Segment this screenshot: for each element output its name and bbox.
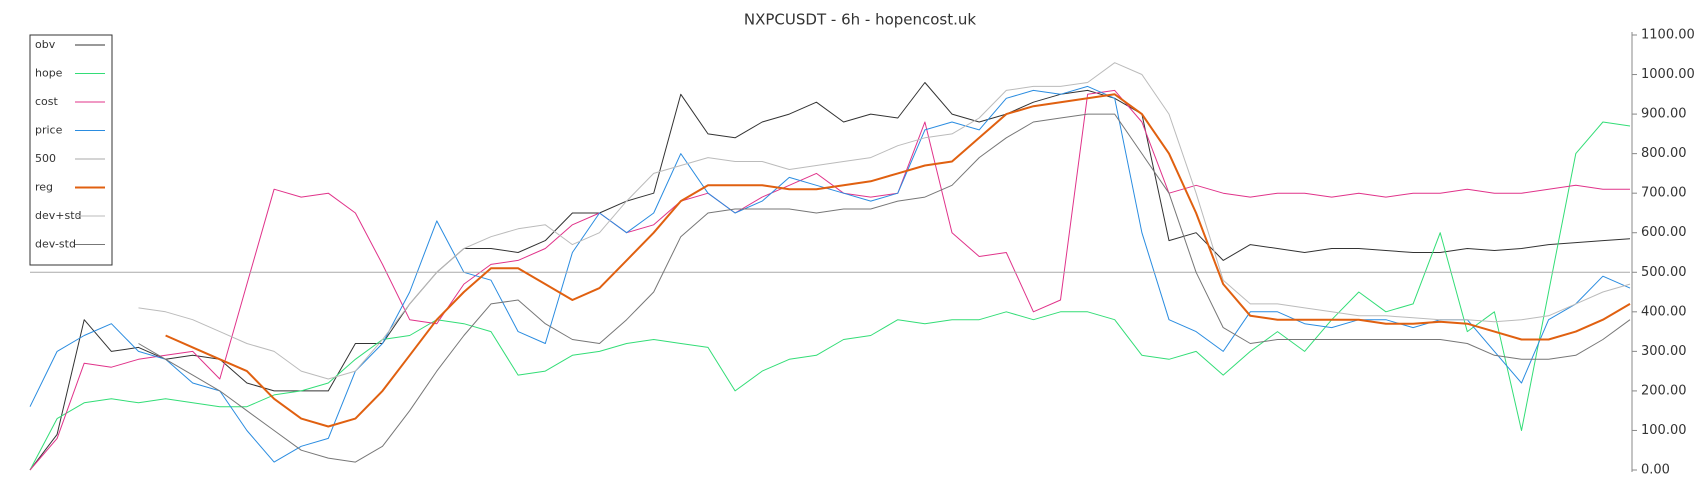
series-line: [29, 121, 1631, 471]
y-tick-label: 900.00: [1641, 107, 1687, 122]
y-tick-label: 600.00: [1641, 225, 1687, 240]
legend-label: reg: [35, 181, 53, 194]
chart-title: NXPCUSDT - 6h - hopencost.uk: [744, 11, 977, 29]
series-line: [138, 113, 1631, 463]
y-tick-label: 800.00: [1641, 146, 1687, 161]
legend-label: dev-std: [35, 238, 76, 251]
y-tick-label: 100.00: [1641, 423, 1687, 438]
legend-label: 500: [35, 152, 56, 165]
legend-label: cost: [35, 95, 59, 108]
legend-label: hope: [35, 67, 63, 80]
y-tick-label: 400.00: [1641, 304, 1687, 319]
y-tick-label: 1000.00: [1641, 67, 1695, 82]
y-tick-label: 200.00: [1641, 383, 1687, 398]
y-tick-label: 1100.00: [1641, 28, 1695, 43]
y-tick-label: 700.00: [1641, 186, 1687, 201]
legend-label: price: [35, 124, 63, 137]
series-line: [29, 82, 1631, 471]
legend-label: obv: [35, 38, 56, 51]
legend-label: dev+std: [35, 209, 82, 222]
series-line: [29, 89, 1630, 471]
series-line: [138, 62, 1631, 380]
y-tick-label: 500.00: [1641, 265, 1687, 280]
y-tick-label: 0.00: [1641, 463, 1670, 478]
legend: obv hope cost price 500 reg dev+std dev-std: [29, 34, 113, 266]
y-tick-label: 300.00: [1641, 344, 1687, 359]
series-line: [165, 93, 1631, 428]
series-line: [29, 85, 1631, 463]
